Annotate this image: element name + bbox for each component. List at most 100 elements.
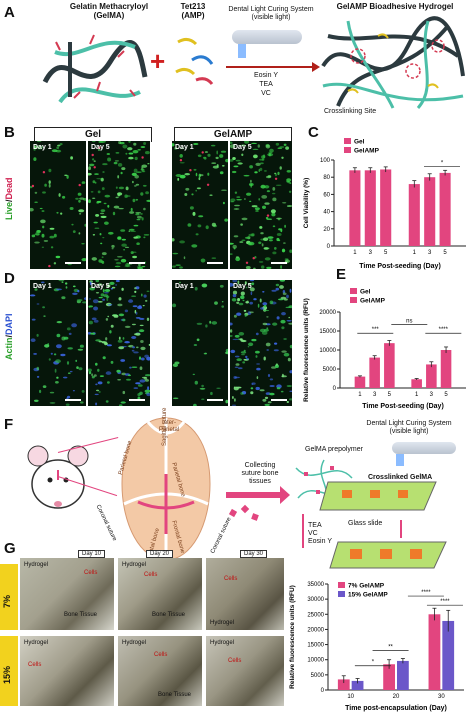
cell-speck [55,359,61,364]
cell-speck [142,376,147,379]
cell-speck [75,359,78,362]
light-curing-device-a [232,30,302,44]
bar [349,170,361,246]
cell-speck [179,266,183,269]
cell-speck [138,305,142,308]
cell-speck [196,187,201,190]
cell-speck [234,355,240,358]
cell-speck [118,207,124,210]
cell-speck [231,404,237,406]
scale-bar [207,399,223,401]
cell-speck [33,145,37,149]
suture-label-sagittal: Sagittal suture [162,407,168,446]
cell-speck [80,401,84,404]
bar [397,660,409,690]
cell-speck [71,323,77,328]
cell-speck [106,153,110,155]
cell-speck [240,291,245,296]
cell-speck [179,162,185,164]
cell-speck [104,221,109,225]
cell-speck [112,211,116,216]
cell-speck [48,183,51,188]
cell-speck [281,373,284,378]
cell-speck [117,236,122,240]
cell-speck [249,311,254,314]
cell-speck [251,233,255,237]
cell-speck [230,242,234,245]
panel-letter-d: D [4,270,15,287]
cell-speck [77,192,82,196]
cell-speck [257,303,260,308]
cell-speck [285,146,289,150]
cell-speck [135,212,142,214]
cell-speck [276,233,282,236]
x-tick-label: 5 [384,250,388,256]
cell-speck [212,165,219,169]
cell-speck [179,154,183,158]
cell-speck [36,303,40,305]
y-tick-label: 10000 [319,348,336,354]
cell-speck [140,192,144,196]
cell-speck [143,236,146,239]
cell-speck [172,252,179,255]
cell-speck [55,255,61,259]
significance-label: ** [388,645,393,651]
dead-cell-speck [98,146,101,149]
cell-speck [286,401,289,403]
day-label: Day 1 [175,144,194,151]
panel-letter-b: B [4,124,15,141]
cell-speck [192,373,195,376]
cell-speck [283,242,286,244]
hydrogel-label: Hydrogel [24,562,49,568]
cell-speck [53,353,57,356]
cell-speck [115,196,119,199]
cell-speck [275,184,282,186]
cell-speck [89,298,91,300]
cell-speck [289,249,292,253]
cell-speck [261,265,265,269]
cell-speck [269,385,275,387]
cell-speck [59,143,63,146]
legend-label: Gel [360,289,371,296]
cell-speck [285,306,291,309]
cell-speck [113,161,118,165]
dead-cell-speck [252,257,255,260]
cell-speck [272,192,276,195]
cell-speck [264,257,271,261]
hydrogel-label: Hydrogel [122,562,147,568]
cell-speck [275,142,280,146]
cell-speck [235,363,240,366]
cell-speck [131,295,136,297]
cell-speck [236,196,241,198]
cell-speck [219,171,224,175]
cell-speck [65,282,68,285]
cell-speck [107,204,110,208]
cell-speck [267,401,272,404]
cell-speck [100,341,106,343]
y-tick-label: 80 [323,175,330,181]
cell-speck [194,380,198,385]
cell-speck [72,285,76,288]
cell-speck [143,207,146,211]
bar [440,350,452,388]
cell-speck [238,332,245,336]
cell-speck [135,317,141,319]
cell-speck [266,316,269,318]
cell-speck [219,284,224,288]
cell-speck [122,337,125,340]
x-tick-label: 1 [415,392,419,398]
cell-speck [205,324,208,328]
cell-speck [262,205,266,209]
cell-speck [232,396,234,399]
cell-speck [173,397,179,400]
cell-speck [256,376,259,380]
cell-speck [184,193,188,196]
cell-speck [110,287,113,290]
cell-speck [214,301,218,305]
cell-speck [278,228,282,231]
y-axis-title: Relative fluorescence units (RFU) [289,585,296,689]
cell-speck [262,398,267,402]
cell-speck [207,172,210,176]
cell-speck [63,376,68,379]
cell-speck [144,389,150,393]
